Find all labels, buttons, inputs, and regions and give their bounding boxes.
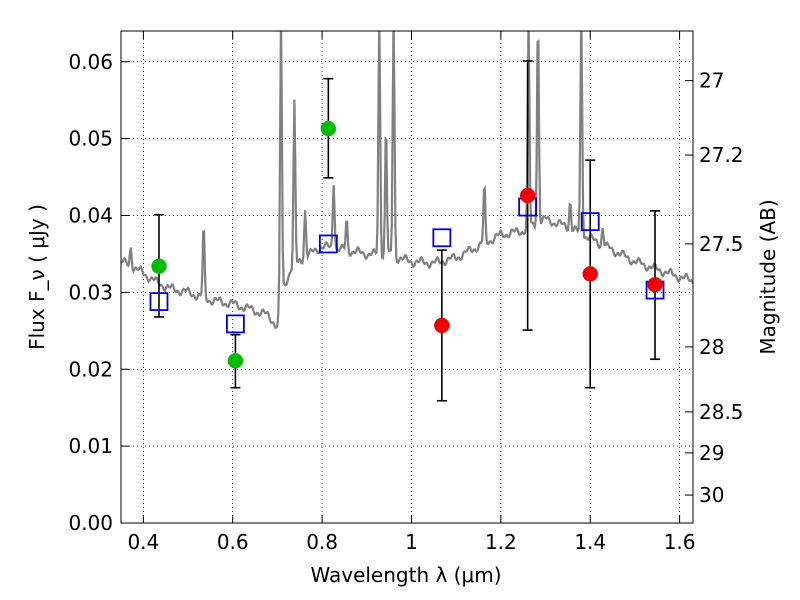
mag-tick-label: 27 <box>699 69 724 93</box>
y-tick-label: 0.06 <box>68 50 113 74</box>
mag-tick-label: 28 <box>699 335 724 359</box>
model-square-marker <box>580 212 600 232</box>
nir-data-point <box>647 276 663 293</box>
right-axis-label: Magnitude (AB) <box>756 199 780 354</box>
markers <box>149 120 665 369</box>
x-axis-label: Wavelength λ (μm) <box>310 563 501 587</box>
mag-tick-label: 27.5 <box>699 232 744 256</box>
mag-tick-label: 29 <box>699 441 724 465</box>
model-square-marker <box>149 292 169 312</box>
optical-data-point <box>151 258 167 274</box>
x-tick-label: 0.8 <box>306 530 338 554</box>
mag-tick-label: 27.2 <box>699 143 744 167</box>
x-tick-label: 0.6 <box>217 530 249 554</box>
y-tick-label: 0.00 <box>68 511 113 535</box>
plot-frame <box>120 30 694 524</box>
x-tick-label: 1.4 <box>574 530 606 554</box>
optical-data-point <box>227 353 244 369</box>
nir-data-point <box>582 266 598 282</box>
x-tick-label: 0.4 <box>127 530 159 554</box>
spectrum-line <box>121 31 693 330</box>
model-square-marker <box>318 234 338 254</box>
mag-tick-label: 28.5 <box>699 400 744 424</box>
x-tick-label: 1.6 <box>664 530 696 554</box>
nir-data-point <box>519 187 536 204</box>
grid <box>121 31 693 523</box>
y-tick-label: 0.04 <box>68 204 113 228</box>
x-tick-label: 1 <box>405 530 418 554</box>
optical-data-point <box>320 120 337 137</box>
x-tick-label: 1.2 <box>485 530 517 554</box>
axes: 0.4 0.6 0.8 1 1.2 1.4 1.6 0.00 0.01 0.02 0.03 0.04 0… <box>68 31 744 554</box>
mag-tick-label: 30 <box>699 483 724 507</box>
model-square-marker <box>225 314 245 334</box>
y-axis-label: Flux F_ν ( μJy ) <box>25 204 49 350</box>
nir-data-point <box>434 317 450 334</box>
spectrum <box>121 31 693 330</box>
y-tick-label: 0.01 <box>68 434 113 458</box>
y-tick-label: 0.05 <box>68 127 113 151</box>
model-square-marker <box>432 228 452 248</box>
y-tick-label: 0.03 <box>68 280 113 304</box>
y-tick-label: 0.02 <box>68 357 113 381</box>
